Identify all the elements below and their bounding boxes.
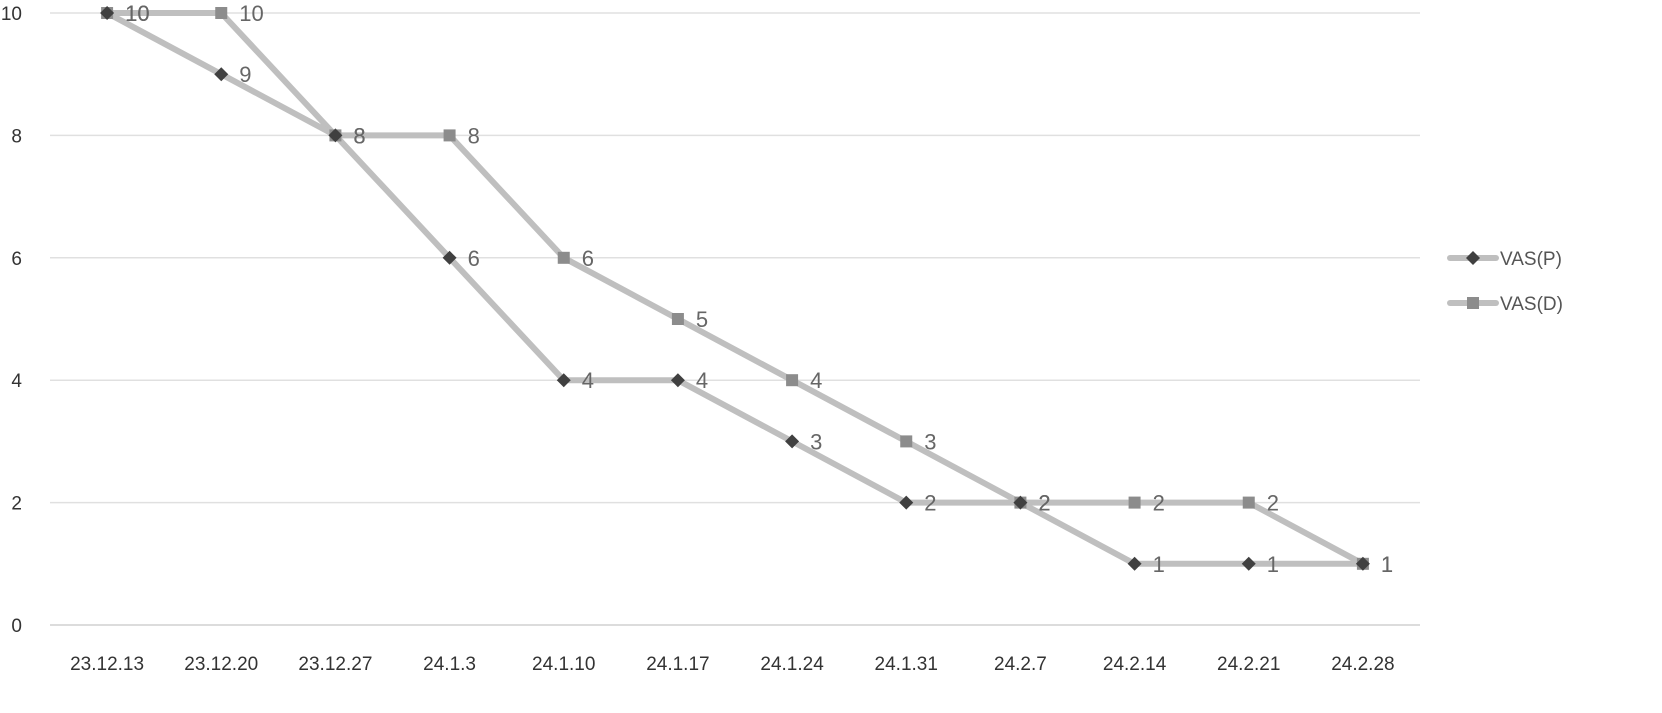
- data-label: 1: [1381, 552, 1393, 577]
- series-markers: [100, 6, 1370, 571]
- legend-marker: [1466, 251, 1480, 265]
- x-tick-label: 24.1.17: [646, 654, 709, 675]
- data-label: 5: [696, 307, 708, 332]
- data-label: 10: [125, 1, 149, 26]
- data-label: 8: [353, 123, 365, 148]
- data-point: [556, 373, 571, 388]
- data-point: [1127, 556, 1142, 571]
- x-tick-label: 24.2.28: [1331, 654, 1394, 675]
- data-label: 4: [810, 368, 822, 393]
- x-tick-label: 24.1.31: [875, 654, 938, 675]
- data-point: [443, 129, 456, 142]
- data-point: [1128, 496, 1141, 509]
- data-label: 2: [1038, 491, 1050, 516]
- data-point: [899, 495, 914, 510]
- legend-label: VAS(P): [1500, 249, 1562, 270]
- data-label: 8: [353, 123, 365, 148]
- data-point: [1355, 556, 1370, 571]
- x-tick-label: 24.2.21: [1217, 654, 1280, 675]
- y-tick-label: 4: [11, 371, 22, 392]
- data-label: 6: [468, 246, 480, 271]
- data-point: [1241, 556, 1256, 571]
- y-tick-label: 2: [11, 494, 22, 515]
- data-point: [1013, 495, 1028, 510]
- data-label: 6: [582, 246, 594, 271]
- series-lines: [104, 10, 1366, 567]
- data-label: 3: [810, 429, 822, 454]
- data-label: 2: [1038, 491, 1050, 516]
- data-point: [215, 7, 228, 19]
- data-label: 10: [125, 1, 149, 26]
- legend: VAS(P) VAS(D): [1447, 249, 1563, 315]
- legend-marker: [1467, 297, 1479, 309]
- data-point: [328, 128, 343, 143]
- x-tick-label: 24.1.3: [423, 654, 476, 675]
- series-line-VAS(D): [104, 10, 1366, 567]
- x-axis-ticks: 23.12.13 23.12.20 23.12.27 24.1.3 24.1.10 24.…: [70, 654, 1395, 675]
- x-tick-label: 24.2.7: [994, 654, 1047, 675]
- data-label: 1: [1267, 552, 1279, 577]
- x-tick-label: 24.1.24: [760, 654, 824, 675]
- data-point: [786, 374, 799, 387]
- data-point: [900, 435, 913, 448]
- x-tick-label: 24.2.14: [1103, 654, 1167, 675]
- data-label: 9: [239, 62, 251, 87]
- data-point: [670, 373, 685, 388]
- y-tick-label: 6: [11, 249, 22, 270]
- x-tick-label: 23.12.27: [298, 654, 372, 675]
- y-axis-ticks: 0 2 4 6 8 10: [1, 4, 23, 637]
- gridlines: [50, 12, 1420, 626]
- data-label: 1: [1153, 552, 1165, 577]
- x-tick-label: 23.12.20: [184, 654, 258, 675]
- data-label: 10: [239, 1, 263, 26]
- data-label: 1: [1381, 552, 1393, 577]
- y-tick-label: 0: [11, 616, 22, 637]
- data-label: 2: [924, 491, 936, 516]
- data-point: [442, 250, 457, 265]
- series-line-VAS(P): [104, 10, 1366, 567]
- x-tick-label: 24.1.10: [532, 654, 595, 675]
- data-label: 2: [1153, 491, 1165, 516]
- data-label: 8: [468, 123, 480, 148]
- data-label: 3: [924, 429, 936, 454]
- data-point: [1242, 496, 1255, 509]
- data-point: [214, 67, 229, 82]
- y-tick-label: 8: [11, 126, 22, 147]
- y-tick-label: 10: [1, 4, 22, 25]
- data-label: 2: [1267, 491, 1279, 516]
- data-label: 4: [696, 368, 708, 393]
- data-label: 4: [582, 368, 594, 393]
- data-point: [785, 434, 800, 449]
- legend-label: VAS(D): [1500, 294, 1563, 315]
- x-tick-label: 23.12.13: [70, 654, 144, 675]
- data-point: [557, 251, 570, 264]
- data-point: [100, 6, 115, 20]
- data-point: [671, 313, 684, 325]
